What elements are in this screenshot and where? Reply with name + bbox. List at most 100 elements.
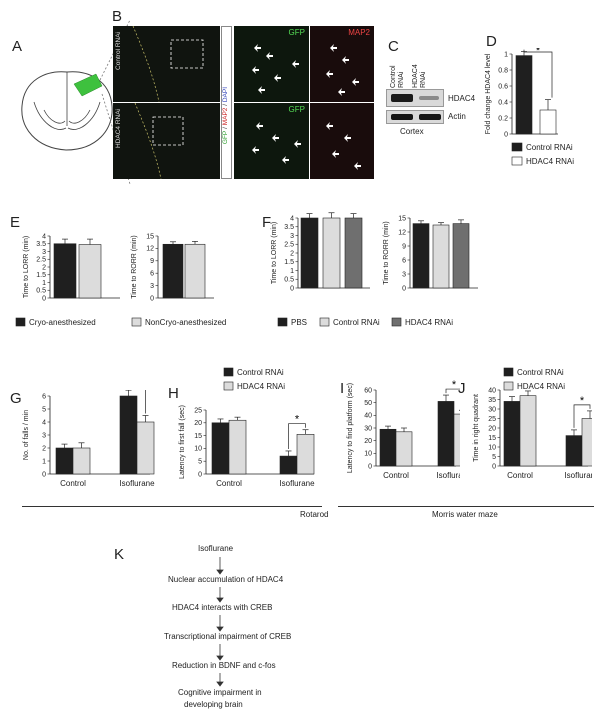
western-blot-hdac4-band [386,89,444,107]
chart-i-latency-platform: 0 10 20 30 40 50 60 Latency to find platform (s… [347,380,460,480]
y-tick-label: 3.5 [36,241,46,248]
y-axis-label: Time to RORR (min) [131,235,138,299]
significance-star: * [295,414,300,426]
panel-label-j: J [458,380,466,397]
stain-dapi-label: DAPI [222,87,229,103]
water-maze-caption: Morris water maze [432,510,498,519]
bar [437,401,455,467]
y-tick-label: 4 [290,215,294,222]
flow-step-4: Transcriptional impairment of CREB [164,632,292,641]
bar [78,244,102,299]
flow-step-2: Nuclear accumulation of HDAC4 [168,575,284,584]
panel-label-d: D [486,33,497,50]
western-blot-actin-band [386,110,444,124]
y-tick-label: 0.6 [498,83,508,90]
y-tick-label: 0 [492,463,496,470]
y-tick-label: 0.5 [36,288,46,295]
bar [344,217,363,289]
bar [72,447,91,475]
category-label: Control [60,479,86,488]
y-tick-label: 12 [146,246,154,253]
stain-map2-label: MAP2 [222,107,229,126]
micrograph-control-rnai: Control RNAi [113,26,220,102]
y-tick-label: 25 [194,407,202,414]
category-label: Control [383,471,409,480]
y-tick-label: 0 [290,285,294,292]
water-maze-underline [338,506,594,507]
y-tick-label: 60 [364,387,372,394]
bar [279,455,298,475]
cell-arrow [294,140,301,148]
cell-arrow [256,122,263,130]
stain-gfp-label: GFP [222,130,229,145]
y-axis-label: No. of falls / min [23,410,30,460]
bar [136,421,155,475]
y-tick-label: 0.5 [284,277,294,284]
significance-bracket [145,390,146,414]
cell-arrow [342,56,349,64]
bar [228,419,247,475]
cell-arrow [338,88,345,96]
cell-arrow [344,134,351,142]
y-tick-label: 15 [194,433,202,440]
y-tick-label: 1 [42,458,46,465]
y-tick-label: 4 [42,419,46,426]
y-tick-label: 2.5 [284,242,294,249]
legend-f-pbs: PBS [291,318,307,327]
y-axis-label: Time to RORR (min) [383,221,390,285]
cell-arrow [252,146,259,154]
legend-d-hdac4: HDAC4 RNAi [526,157,574,166]
y-tick-label: 5 [198,459,202,466]
flow-step-1: Isoflurane [198,544,234,553]
bar [184,243,206,299]
cell-arrow [292,60,299,68]
y-tick-label: 6 [150,271,154,278]
blot-lane-label-hdac4: HDAC4 RNAi [412,64,427,88]
y-tick-label: 1 [504,51,508,58]
cell-arrow [266,52,273,60]
bar [452,223,470,289]
y-tick-label: 4 [42,233,46,240]
legend-gh: Control RNAi HDAC4 RNAi [223,367,285,391]
significance-star: * [452,380,457,391]
y-tick-label: 9 [150,258,154,265]
flow-step-6a: Cognitive impairment in [178,688,262,697]
cell-arrow [258,86,265,94]
panel-label-c: C [388,38,399,55]
y-tick-label: 3 [42,432,46,439]
y-tick-label: 0 [42,471,46,478]
flow-step-3: HDAC4 interacts with CREB [172,603,273,612]
chart-f-lorr: 00.5 1 1.5 22.5 3 3.5 4 Time to LORR (min) [271,212,370,292]
chart-d-hdac4-level: 0 0.2 0.4 0.6 0.8 1 Fold change HDAC4 level * [485,48,558,138]
panel-label-f: F [262,214,272,231]
y-tick-label: 50 [364,400,372,407]
gfp-label-2: GFP [288,105,305,114]
y-tick-label: 10 [364,451,372,458]
bar [379,428,397,467]
cell-arrow [282,156,289,164]
y-tick-label: 2 [42,264,46,271]
y-tick-label: 40 [488,387,496,394]
micrograph-hdac4-rnai: HDAC4 RNAi [113,103,220,179]
cell-arrow [326,122,333,130]
legend-f-control: Control RNAi [333,318,380,327]
y-tick-label: 3 [150,283,154,290]
panel-label-g: G [10,390,22,407]
y-tick-label: 10 [488,444,496,451]
y-tick-label: 0.2 [498,115,508,122]
significance-bracket [573,404,591,428]
y-tick-label: 20 [194,420,202,427]
y-tick-label: 0 [504,131,508,138]
bar [519,395,537,467]
chart-e-rorr: 0 3 6 9 12 15 Time to RORR (min) [131,233,214,302]
bar [503,401,521,467]
y-tick-label: 0.8 [498,67,508,74]
category-label: Isoflurane [119,479,155,488]
stain-legend-strip: GFP / MAP2 / DAPI [221,26,232,179]
y-tick-label: 0 [402,285,406,292]
cell-arrow [252,66,259,74]
bar [539,109,557,135]
row-label-hdac4-rnai: HDAC4 RNAi [115,109,122,149]
y-tick-label: 40 [364,413,372,420]
y-axis-label: Time in right quadrant [473,394,480,462]
